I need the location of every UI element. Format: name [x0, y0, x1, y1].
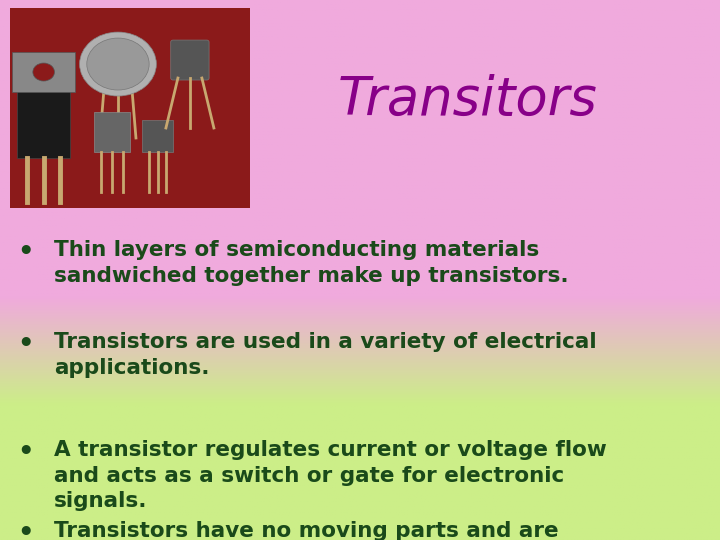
- Circle shape: [33, 63, 55, 81]
- FancyBboxPatch shape: [171, 40, 209, 80]
- FancyBboxPatch shape: [142, 120, 173, 152]
- Text: Thin layers of semiconducting materials
sandwiched together make up transistors.: Thin layers of semiconducting materials …: [54, 240, 569, 286]
- Text: Transistors are used in a variety of electrical
applications.: Transistors are used in a variety of ele…: [54, 332, 597, 377]
- Text: Transistors have no moving parts and are
turned on and off by electrical signals: Transistors have no moving parts and are…: [54, 521, 559, 540]
- Text: •: •: [17, 521, 33, 540]
- Circle shape: [80, 32, 156, 96]
- FancyBboxPatch shape: [12, 52, 75, 92]
- Text: •: •: [17, 240, 33, 266]
- Text: •: •: [17, 332, 33, 358]
- Text: •: •: [17, 440, 33, 466]
- Text: A transistor regulates current or voltage flow
and acts as a switch or gate for : A transistor regulates current or voltag…: [54, 440, 607, 511]
- FancyBboxPatch shape: [94, 112, 130, 152]
- Text: Transitors: Transitors: [338, 74, 598, 126]
- FancyBboxPatch shape: [17, 88, 70, 158]
- Circle shape: [87, 38, 149, 90]
